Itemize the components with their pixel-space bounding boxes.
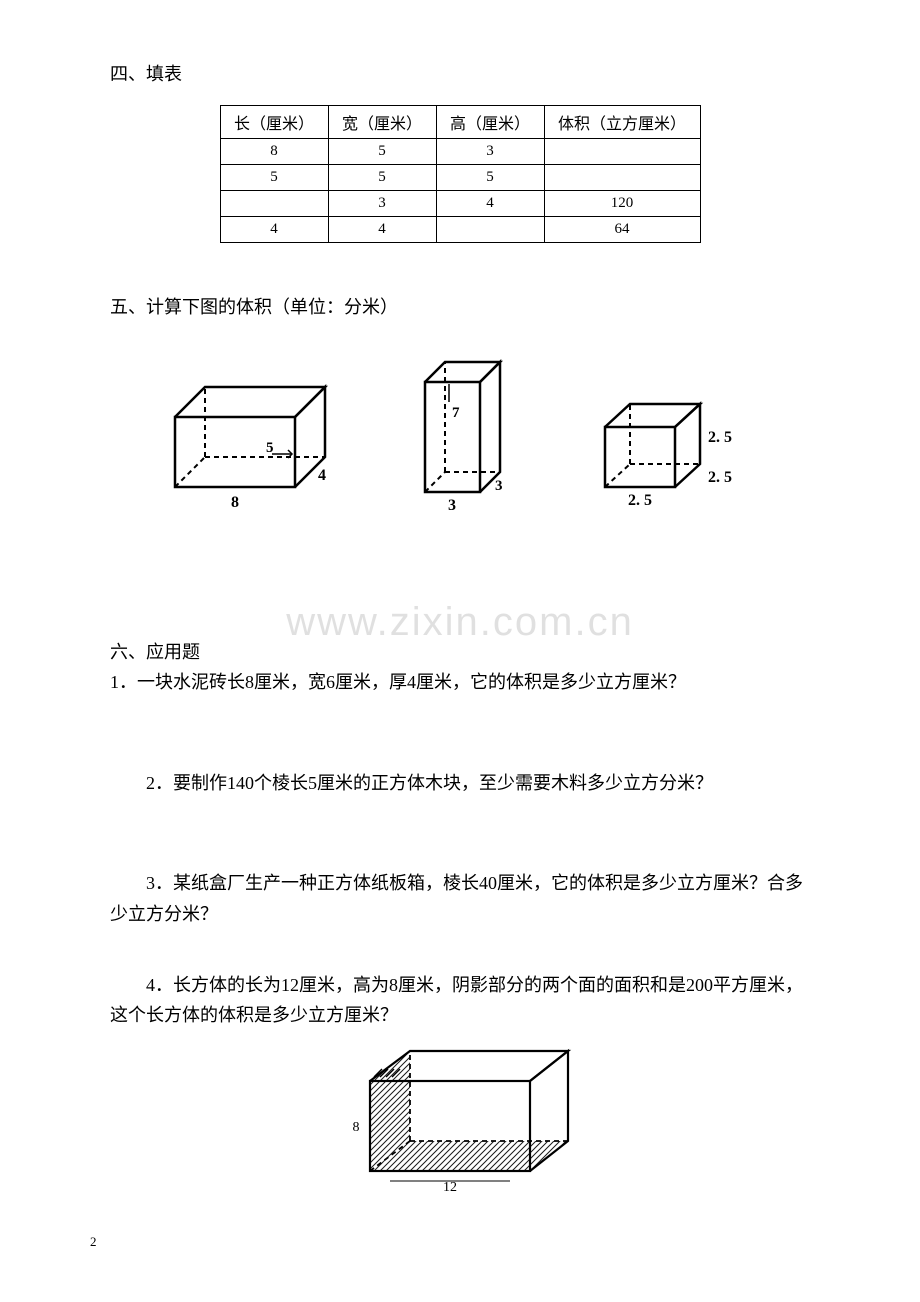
table-row: 3 4 120 bbox=[220, 190, 700, 216]
figure-cuboid-1: 8 4 5 bbox=[160, 372, 340, 517]
cell: 3 bbox=[436, 138, 544, 164]
question-2: 2．要制作140个棱长5厘米的正方体木块，至少需要木料多少立方分米？ bbox=[110, 768, 810, 799]
cell bbox=[544, 164, 700, 190]
page-number: 2 bbox=[90, 1234, 97, 1250]
cell: 3 bbox=[328, 190, 436, 216]
col-width: 宽（厘米） bbox=[328, 105, 436, 138]
col-length: 长（厘米） bbox=[220, 105, 328, 138]
figure-4-wrap: 8 12 bbox=[110, 1041, 810, 1201]
figure-shaded-cuboid: 8 12 bbox=[330, 1041, 590, 1201]
cell: 4 bbox=[328, 216, 436, 242]
fig2-width: 3 bbox=[495, 478, 503, 494]
table-row: 8 5 3 bbox=[220, 138, 700, 164]
fig2-length: 3 bbox=[448, 497, 456, 512]
fig1-width: 4 bbox=[318, 467, 326, 484]
cell: 5 bbox=[220, 164, 328, 190]
fig4-height: 8 bbox=[353, 1120, 360, 1135]
cell: 8 bbox=[220, 138, 328, 164]
section4-table-wrap: 长（厘米） 宽（厘米） 高（厘米） 体积（立方厘米） 8 5 3 5 5 5 bbox=[110, 105, 810, 243]
fig3-width: 2. 5 bbox=[708, 469, 732, 486]
fig3-length: 2. 5 bbox=[628, 492, 652, 509]
table-row: 4 4 64 bbox=[220, 216, 700, 242]
figure-cuboid-2: 3 3 7 bbox=[405, 352, 525, 517]
cell bbox=[220, 190, 328, 216]
cell: 4 bbox=[436, 190, 544, 216]
section6-heading: 六、应用题 bbox=[110, 637, 810, 668]
section4-heading: 四、填表 bbox=[110, 60, 810, 89]
col-volume: 体积（立方厘米） bbox=[544, 105, 700, 138]
fig1-length: 8 bbox=[231, 494, 239, 511]
question-4: 4．长方体的长为12厘米，高为8厘米，阴影部分的两个面的面积和是200平方厘米，… bbox=[110, 970, 810, 1031]
figure-cube: 2. 5 2. 5 2. 5 bbox=[590, 392, 760, 517]
cell: 5 bbox=[328, 138, 436, 164]
col-height: 高（厘米） bbox=[436, 105, 544, 138]
cell: 5 bbox=[436, 164, 544, 190]
fig3-height: 2. 5 bbox=[708, 429, 732, 446]
cell: 64 bbox=[544, 216, 700, 242]
figures-row: 8 4 5 bbox=[160, 352, 760, 517]
volume-table: 长（厘米） 宽（厘米） 高（厘米） 体积（立方厘米） 8 5 3 5 5 5 bbox=[220, 105, 701, 243]
question-1: 1．一块水泥砖长8厘米，宽6厘米，厚4厘米，它的体积是多少立方厘米？ bbox=[110, 667, 810, 698]
table-row: 5 5 5 bbox=[220, 164, 700, 190]
cell bbox=[544, 138, 700, 164]
cell: 120 bbox=[544, 190, 700, 216]
section5-heading: 五、计算下图的体积（单位：分米） bbox=[110, 293, 810, 322]
cell: 4 bbox=[220, 216, 328, 242]
cell bbox=[436, 216, 544, 242]
table-header-row: 长（厘米） 宽（厘米） 高（厘米） 体积（立方厘米） bbox=[220, 105, 700, 138]
fig2-height: 7 bbox=[452, 405, 460, 421]
question-3: 3．某纸盒厂生产一种正方体纸板箱，棱长40厘米，它的体积是多少立方厘米？合多少立… bbox=[110, 868, 810, 929]
cell: 5 bbox=[328, 164, 436, 190]
fig4-length: 12 bbox=[443, 1180, 457, 1195]
